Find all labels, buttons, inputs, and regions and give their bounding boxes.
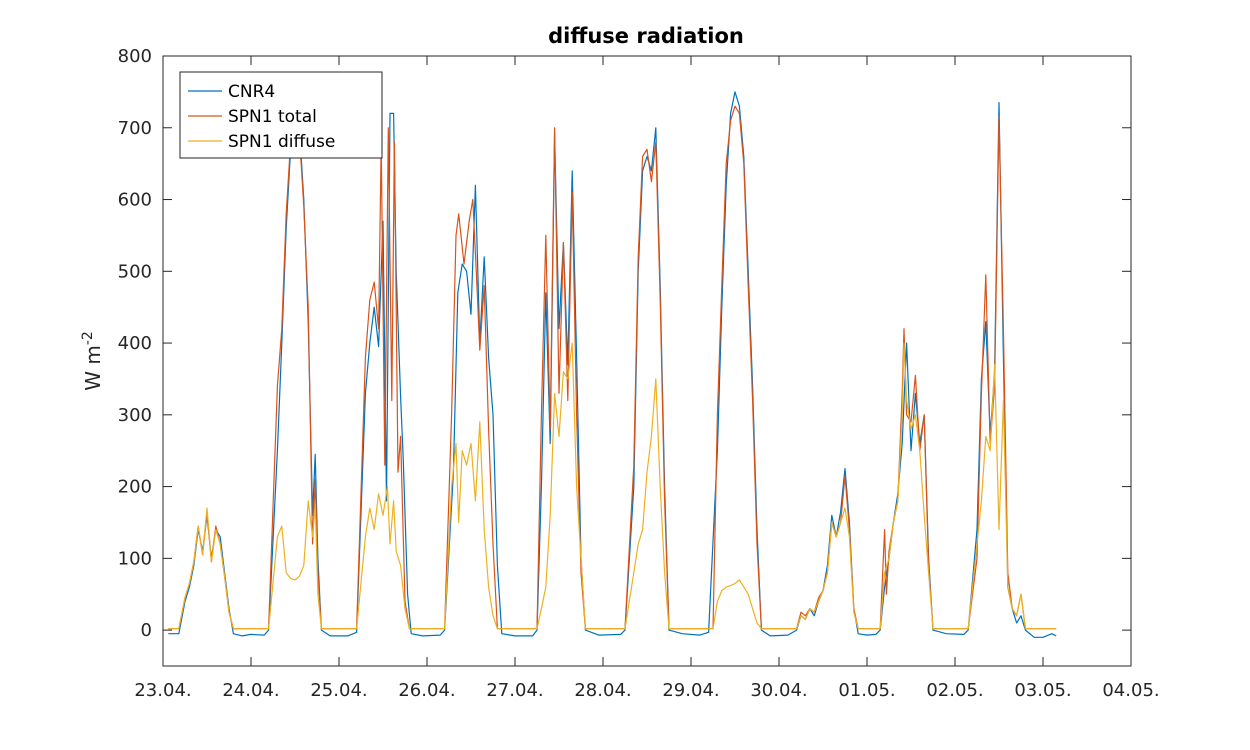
- x-tick-label: 27.04.: [486, 680, 543, 701]
- x-tick-label: 03.05.: [1014, 680, 1071, 701]
- y-tick-label: 700: [118, 118, 152, 139]
- y-axis-label: W m-2: [80, 331, 105, 391]
- x-tick-label: 26.04.: [398, 680, 455, 701]
- series-layer: [168, 91, 1057, 638]
- y-tick-label: 100: [118, 548, 152, 569]
- legend-label: CNR4: [228, 82, 275, 102]
- y-axis: 0 100 200 300 400 500 600 700 800: [118, 46, 1131, 641]
- chart-title: diffuse radiation: [548, 24, 744, 48]
- x-tick-label: 25.04.: [310, 680, 367, 701]
- y-tick-label: 500: [118, 261, 152, 282]
- x-tick-label: 28.04.: [574, 680, 631, 701]
- x-tick-label: 02.05.: [926, 680, 983, 701]
- legend-box: [179, 71, 383, 159]
- legend-label: SPN1 total: [228, 107, 317, 127]
- y-tick-label: 600: [118, 190, 152, 211]
- y-tick-label: 400: [118, 333, 152, 354]
- x-axis: 23.04. 24.04. 25.04. 26.04. 27.04. 28.04. 29.0…: [134, 56, 1160, 701]
- y-tick-label: 200: [118, 477, 152, 498]
- x-tick-label: 04.05.: [1102, 680, 1159, 701]
- series-line-spn1-diffuse: [168, 342, 1057, 630]
- x-tick-label: 23.04.: [134, 680, 191, 701]
- legend-label: SPN1 diffuse: [228, 132, 335, 152]
- x-tick-label: 29.04.: [662, 680, 719, 701]
- y-tick-label: 800: [118, 46, 152, 67]
- x-tick-label: 30.04.: [750, 680, 807, 701]
- x-tick-label: 01.05.: [838, 680, 895, 701]
- y-axis-label-superscript: -2: [80, 331, 96, 345]
- y-axis-label-main: W m: [81, 345, 105, 391]
- legend: CNR4 SPN1 total SPN1 diffuse: [179, 71, 383, 159]
- y-tick-label: 0: [141, 620, 152, 641]
- x-tick-label: 24.04.: [222, 680, 279, 701]
- y-tick-label: 300: [118, 405, 152, 426]
- plot-frame: [162, 55, 1132, 667]
